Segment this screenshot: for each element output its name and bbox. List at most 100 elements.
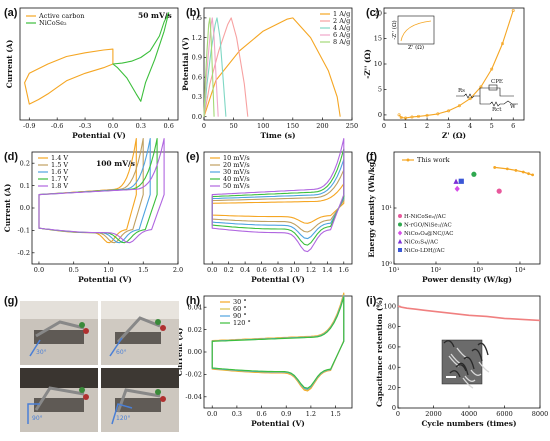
photo-angle-label: 60°: [116, 349, 127, 356]
x-axis-label: Potential (V): [251, 419, 305, 428]
y-tick-label: -0.02: [185, 371, 202, 379]
gcd-curve-4: [203, 17, 215, 117]
photo-grid-g: 30° 60° 90° 120°: [20, 301, 179, 432]
x-tick-label: 1.5: [330, 410, 340, 418]
x-tick-label: 250: [346, 122, 358, 130]
photo-bend-30: 30°: [20, 301, 98, 365]
legend-label: 20 mV/s: [223, 161, 250, 169]
y-tick-label: 0.02: [188, 326, 202, 334]
y-tick-label: 10⁰: [381, 260, 392, 268]
legend-label: 10 mV/s: [223, 154, 250, 162]
nyquist-point: [468, 97, 472, 101]
y-axis-label: Capacitance retention (%): [375, 297, 384, 407]
legend-label: 1.7 V: [51, 175, 68, 183]
x-tick-label: 0.6: [164, 122, 174, 130]
legend-label: NiCoSe₂: [39, 19, 67, 27]
x-tick-label: 2: [425, 122, 429, 130]
y-axis-label: Current (A): [175, 328, 184, 377]
x-tick-label: 2.0: [173, 266, 183, 274]
y-tick-label: 20: [388, 384, 396, 392]
x-axis-label: Z' (Ω): [442, 131, 466, 140]
x-axis-label: Potential (V): [251, 275, 305, 284]
legend-label: 1.6 V: [51, 168, 68, 176]
sem-texture: [477, 342, 489, 356]
circuit-label-rct: Rct: [492, 107, 502, 113]
y-tick-label: -0.04: [185, 393, 202, 401]
x-tick-label: -0.9: [23, 122, 36, 130]
nyquist-point: [490, 67, 494, 71]
x-tick-label: 1.2: [306, 410, 316, 418]
cv-rate-curve-1: [211, 169, 345, 233]
x-axis-label: Power density (W/kg): [422, 275, 512, 284]
legend-label: 2 A/g: [333, 17, 350, 25]
photo-bend-120: 120°: [101, 368, 179, 432]
y-tick-label: 60: [388, 343, 396, 351]
photo-angle-label: 30°: [36, 349, 47, 356]
x-tick-label: 1.5: [138, 266, 148, 274]
y-axis-label: Potential (V): [181, 37, 190, 91]
x-tick-label: 1.0: [103, 266, 113, 274]
ref-point: [471, 171, 477, 177]
y-tick-label: 5: [378, 86, 382, 94]
legend-marker: [397, 239, 403, 244]
x-tick-label: 0.3: [136, 122, 146, 130]
plot-frame: [19, 7, 179, 121]
x-tick-label: 2000: [425, 410, 442, 418]
this-work-point: [514, 168, 518, 172]
legend-label: 1.8 V: [51, 182, 68, 190]
x-tick-label: 1: [403, 122, 407, 130]
panel-label-a: (a): [4, 7, 18, 19]
inset-frame: [397, 15, 435, 45]
x-tick-label: 200: [316, 122, 328, 130]
sem-texture: [464, 375, 476, 382]
legend-marker: [398, 214, 402, 218]
photo-angle-label: 90°: [32, 415, 43, 422]
circuit-label-rs: Rs: [458, 88, 465, 94]
bend-cv-curve-3: [211, 296, 345, 389]
gcd-curve-2: [203, 17, 227, 117]
legend-label: 8 A/g: [333, 38, 350, 46]
panel-label-f: (f): [366, 151, 377, 163]
x-tick-label: 0.0: [34, 266, 44, 274]
x-tick-label: 6: [511, 122, 515, 130]
y-tick-label: 0.0: [192, 113, 202, 121]
legend-label: Active carbon: [38, 12, 85, 20]
cv-rate-curve-4: [211, 138, 345, 253]
legend-marker: [406, 158, 410, 162]
scale-bar: [446, 376, 456, 378]
y-axis-label: Current (A): [3, 184, 12, 233]
legend-marker: [398, 248, 402, 252]
cv-rate-curve-3: [211, 148, 345, 246]
photo-bend-60: 60°: [101, 301, 179, 365]
y-tick-label: 0.2: [20, 159, 30, 167]
y-tick-label: 10: [374, 60, 382, 68]
scan-rate-annotation: 100 mV/s: [96, 159, 135, 168]
legend-label-ref: NiCo₂S₄//AC: [404, 240, 438, 246]
x-tick-label: 1.0: [289, 266, 299, 274]
cpe-box: [488, 84, 498, 91]
y-tick-label: -0.2: [17, 249, 30, 257]
legend-label-this-work: This work: [417, 156, 450, 164]
x-tick-label: 0.6: [256, 266, 266, 274]
y-tick-label: 80: [388, 323, 396, 331]
y-tick-label: 0.04: [188, 303, 202, 311]
panel-label-i: (i): [366, 295, 377, 307]
legend-marker: [397, 230, 403, 236]
y-tick-label: 20: [374, 9, 382, 17]
ref-point: [454, 185, 460, 192]
photo-bend-90: 90°: [20, 368, 98, 432]
x-tick-label: 10²: [431, 266, 442, 274]
y-tick-label: 0.9: [192, 54, 202, 62]
bend-cv-curve-0: [211, 292, 345, 392]
panel-label-h: (h): [186, 295, 200, 307]
legend-label: 90 °: [233, 312, 247, 320]
legend-label: 30 °: [233, 298, 247, 306]
y-tick-label: 15: [374, 35, 382, 43]
x-tick-label: 1.2: [306, 266, 316, 274]
nyquist-point: [399, 115, 403, 119]
ref-point: [458, 178, 464, 184]
y-axis-label: -Z'' (Ω): [363, 49, 372, 79]
legend-label-ref: N-rGO/NiSe₂//AC: [404, 223, 452, 229]
